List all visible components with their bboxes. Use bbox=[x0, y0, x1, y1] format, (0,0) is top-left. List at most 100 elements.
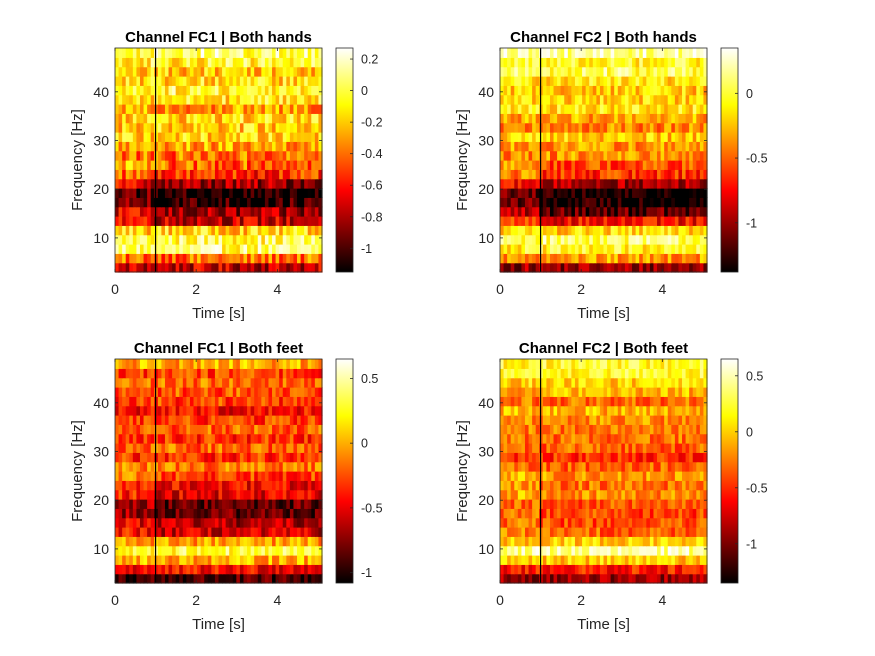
heatmap-cell bbox=[115, 564, 120, 575]
heatmap-cell bbox=[510, 499, 515, 509]
heatmap-cell bbox=[289, 405, 295, 416]
heatmap-cell bbox=[129, 433, 134, 444]
heatmap-cell bbox=[264, 461, 270, 472]
heatmap-cell bbox=[560, 564, 565, 575]
heatmap-cell bbox=[222, 508, 227, 519]
heatmap-cell bbox=[532, 197, 537, 208]
heatmap-cell bbox=[279, 536, 284, 547]
heatmap-cell bbox=[649, 564, 655, 575]
heatmap-cell bbox=[214, 480, 220, 491]
heatmap-cell bbox=[617, 76, 622, 86]
heatmap-cell bbox=[574, 66, 580, 77]
heatmap-cell bbox=[143, 206, 148, 217]
heatmap-cell bbox=[692, 104, 697, 114]
heatmap-cell bbox=[649, 48, 655, 58]
heatmap-cell bbox=[682, 57, 687, 68]
heatmap-cell bbox=[507, 113, 512, 124]
heatmap-cell bbox=[168, 122, 173, 133]
heatmap-cell bbox=[632, 141, 637, 152]
heatmap-cell bbox=[621, 225, 626, 236]
heatmap-cell bbox=[200, 471, 205, 481]
heatmap-cell bbox=[257, 387, 262, 397]
heatmap-cell bbox=[592, 85, 597, 96]
heatmap-cell bbox=[129, 244, 134, 254]
heatmap-cell bbox=[642, 564, 647, 575]
heatmap-cell bbox=[282, 517, 287, 528]
heatmap-cell bbox=[264, 253, 270, 264]
heatmap-cell bbox=[500, 85, 505, 96]
heatmap-cell bbox=[282, 471, 287, 481]
heatmap-cell bbox=[129, 377, 134, 388]
heatmap-cell bbox=[179, 57, 184, 68]
heatmap-cell bbox=[578, 499, 583, 509]
heatmap-cell bbox=[542, 160, 547, 170]
heatmap-cell bbox=[175, 368, 180, 379]
heatmap-cell bbox=[624, 132, 630, 142]
heatmap-cell bbox=[172, 94, 177, 105]
heatmap-cell bbox=[118, 396, 123, 407]
heatmap-cell bbox=[660, 253, 665, 264]
heatmap-cell bbox=[596, 564, 601, 575]
heatmap-cell bbox=[682, 471, 687, 481]
heatmap-cell bbox=[318, 94, 323, 105]
heatmap-cell bbox=[243, 555, 248, 565]
heatmap-cell bbox=[689, 262, 694, 273]
heatmap-cell bbox=[599, 48, 605, 58]
heatmap-cell bbox=[136, 396, 141, 407]
heatmap-cell bbox=[549, 225, 555, 236]
heatmap-cell bbox=[300, 405, 305, 416]
heatmap-cell bbox=[211, 169, 216, 180]
heatmap-cell bbox=[214, 527, 220, 537]
heatmap-cell bbox=[553, 489, 558, 500]
heatmap-cell bbox=[225, 234, 230, 245]
heatmap-cell bbox=[300, 359, 305, 369]
heatmap-cell bbox=[286, 104, 291, 114]
heatmap-cell bbox=[514, 489, 519, 500]
heatmap-cell bbox=[635, 545, 640, 556]
heatmap-cell bbox=[193, 244, 198, 254]
heatmap-cell bbox=[621, 508, 626, 519]
heatmap-cell bbox=[250, 517, 255, 528]
heatmap-cell bbox=[243, 141, 248, 152]
heatmap-cell bbox=[653, 188, 658, 198]
heatmap-cell bbox=[585, 48, 590, 58]
heatmap-cell bbox=[699, 262, 705, 273]
heatmap-cell bbox=[574, 499, 580, 509]
heatmap-cell bbox=[689, 197, 694, 208]
heatmap-cell bbox=[614, 197, 619, 208]
heatmap-cell bbox=[514, 480, 519, 491]
heatmap-cell bbox=[236, 178, 241, 189]
heatmap-cell bbox=[193, 113, 198, 124]
heatmap-cell bbox=[528, 517, 533, 528]
heatmap-cell bbox=[607, 178, 612, 189]
heatmap-cell bbox=[139, 396, 145, 407]
heatmap-cell bbox=[118, 244, 123, 254]
heatmap-cell bbox=[143, 178, 148, 189]
heatmap-cell bbox=[696, 104, 701, 114]
heatmap-cell bbox=[314, 197, 320, 208]
heatmap-cell bbox=[243, 545, 248, 556]
heatmap-cell bbox=[254, 424, 259, 435]
heatmap-cell bbox=[646, 499, 651, 509]
heatmap-cell bbox=[642, 132, 647, 142]
heatmap-cell bbox=[243, 85, 248, 96]
heatmap-cell bbox=[264, 150, 270, 161]
heatmap-cell bbox=[236, 359, 241, 369]
heatmap-cell bbox=[642, 262, 647, 273]
heatmap-cell bbox=[125, 452, 130, 463]
heatmap-cell bbox=[293, 461, 298, 472]
heatmap-cell bbox=[628, 517, 633, 528]
heatmap-cell bbox=[674, 141, 680, 152]
heatmap-cell bbox=[207, 206, 212, 217]
heatmap-cell bbox=[222, 113, 227, 124]
heatmap-cell bbox=[200, 141, 205, 152]
heatmap-cell bbox=[193, 359, 198, 369]
heatmap-cell bbox=[236, 85, 241, 96]
heatmap-cell bbox=[664, 234, 669, 245]
heatmap-cell bbox=[243, 387, 248, 397]
heatmap-cell bbox=[243, 517, 248, 528]
heatmap-cell bbox=[247, 234, 252, 245]
heatmap-cell bbox=[304, 396, 309, 407]
heatmap-cell bbox=[275, 396, 280, 407]
heatmap-cell bbox=[553, 527, 558, 537]
